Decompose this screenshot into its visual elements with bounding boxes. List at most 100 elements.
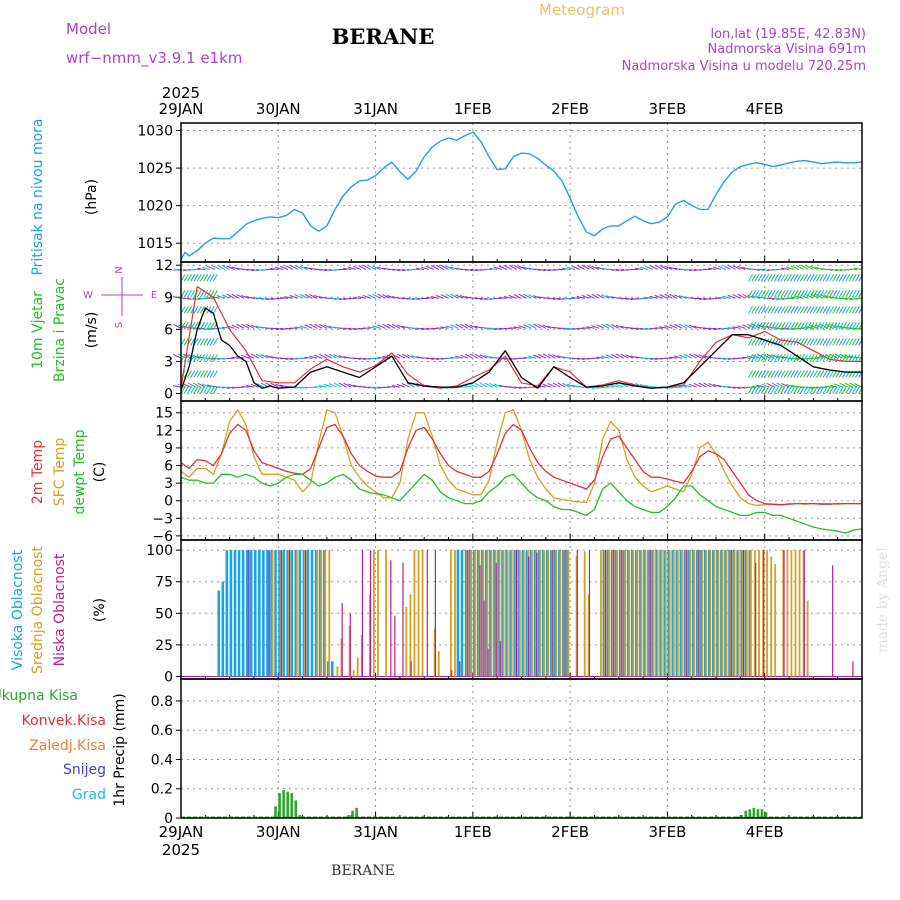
wind-arrow [421,327,430,331]
wind-arrow [566,266,576,270]
wind-arrow [766,297,775,300]
wind-arrow [192,382,201,388]
wind-arrow [270,267,279,270]
wind-arrow-strong [754,354,760,362]
high-cloud-bar [614,550,618,677]
wind-arrow [644,265,654,270]
wind-arrow [280,265,289,270]
low-cloud-bar [487,648,489,677]
mid-cloud-bar [340,638,343,677]
low-cloud-bar [536,552,538,677]
wind-arrow [187,297,196,300]
wind-unit: (m/s) [84,312,100,349]
high-cloud-bar [736,550,739,677]
wind-arrow [450,293,459,299]
wind-arrow [338,355,347,359]
wind-arrow-strong [190,354,196,362]
wind-arrow-strong [206,273,212,282]
wind-arrow-strong [796,322,802,330]
high-cloud-bar [286,550,289,677]
wind-arrow-strong [832,338,838,346]
wind-arrow [231,324,240,329]
mid-cloud-bar [490,550,493,677]
y-tick-label: 9 [164,441,173,457]
wind-arrow-strong [764,306,770,314]
low-cloud-bar [552,550,554,677]
wind-arrow-strong [770,338,776,346]
wind-arrow-strong [842,354,847,362]
high-cloud-bar [294,550,298,677]
low-cloud-bar [268,550,270,677]
wind-arrow [250,324,260,329]
wind-arrow [644,297,653,299]
wind-arrow-strong [770,306,776,314]
wind-arrow [265,355,274,359]
credit-text: made by Angel [875,547,891,653]
wind-arrow-strong [842,386,847,394]
high-cloud-bar [322,550,326,677]
wind-arrow-strong [193,322,199,330]
wind-arrow-strong [767,306,773,314]
wind-arrow [780,267,790,270]
wind-arrow-strong [200,386,205,394]
wind-arrow-strong [848,386,854,394]
wind-arrow [732,386,741,389]
time-tick-label-bottom: 1FEB [454,823,492,841]
wind-arrow [469,324,478,329]
low-cloud-bar [280,550,282,677]
wind-arrow-strong [748,370,753,378]
wind-arrow [684,268,692,271]
wind-arrow [503,265,513,270]
mid-cloud-bar [713,550,716,677]
wind-arrow [396,353,406,359]
wind-arrow [173,353,182,359]
high-cloud-bar [221,581,225,677]
wind-arrow [790,296,799,299]
y-tick-label: 1025 [137,161,173,177]
wind-arrow [742,293,751,299]
wind-arrow [246,268,255,271]
wind-arrow [406,297,415,300]
temp-sfc-label: SFC Temp [52,438,68,507]
high-cloud-bar [663,550,666,677]
wind-arrow-strong [855,273,860,282]
wind-arrow-strong [790,354,796,362]
wind-arrow [498,297,507,299]
y-tick-label: 0.2 [151,782,173,798]
high-cloud-bar [695,550,699,677]
high-cloud-bar [626,550,630,677]
wind-arrow [566,383,576,388]
wind-arrow [328,383,337,388]
altitude-text: Nadmorska Visina 691m [708,42,867,57]
wind-arrow-strong [203,354,209,362]
mid-cloud-bar [510,550,513,677]
wind-arrow [591,265,600,270]
mid-cloud-bar [543,550,546,677]
2m-temp-series-line [180,423,862,506]
wind-arrow-strong [780,306,786,314]
compass-s-label: S [114,322,125,328]
wind-arrow [737,325,746,329]
wind-arrow [834,268,843,272]
wind-arrow-strong [212,370,218,378]
wind-arrow [815,293,824,299]
wind-arrow-strong [835,338,841,346]
low-cloud-bar [341,603,343,677]
wind-arrow-strong [777,273,783,282]
wind-arrow [829,324,838,329]
mid-cloud-bar [437,651,440,677]
mid-cloud-bar [328,550,331,677]
high-cloud-bar [635,550,638,677]
wind-arrow-strong [777,322,783,330]
wind-arrow [231,293,240,299]
wind-arrow-strong [809,306,815,314]
time-tick-label-top: 2FEB [551,100,589,118]
wind-arrow-strong [783,386,789,394]
high-cloud-bar [557,550,561,677]
model-label: Model [66,20,111,38]
wind-arrow-strong [212,290,218,298]
y-tick-label: 3 [164,354,173,370]
high-cloud-bar [732,550,735,677]
wind-arrow-strong [761,322,766,330]
wind-arrow-strong [790,386,796,394]
